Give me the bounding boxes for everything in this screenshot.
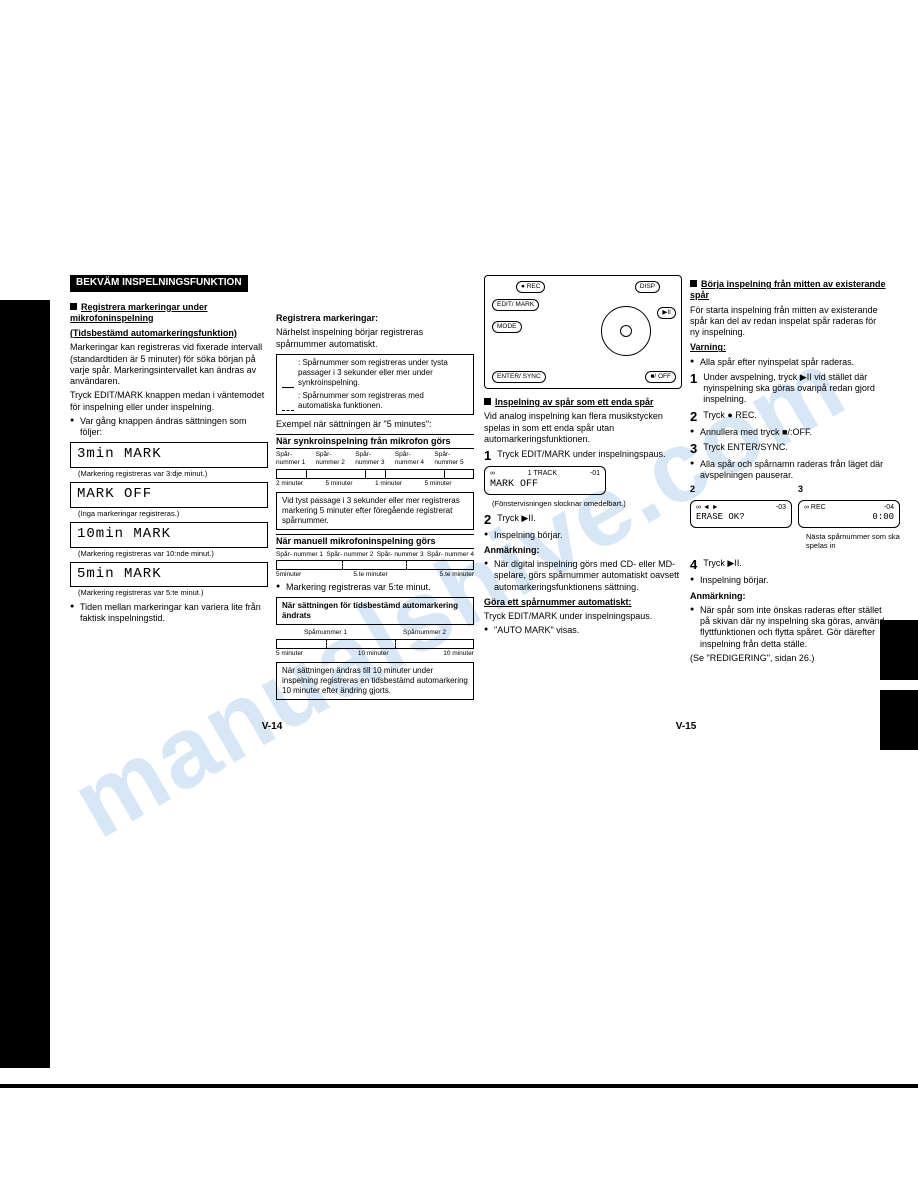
step-number: 2 (690, 410, 697, 423)
heading: Inspelning av spår som ett enda spår (484, 397, 682, 408)
bullet-text: Var gång knappen ändras sättningen som f… (70, 416, 268, 439)
bullet-text: "AUTO MARK" visas. (484, 625, 682, 636)
play-button-label: ▶II (657, 307, 676, 319)
bullet-text: Inspelning börjar. (690, 575, 888, 586)
step: 2 Tryck ● REC. (690, 410, 888, 423)
step-number: 2 (484, 513, 491, 526)
diagram-header: När synkroinspelning från mikrofon görs (276, 434, 474, 449)
lcd-label: 3 (798, 484, 900, 495)
track-labels: Spår- nummer 1Spår- nummer 2 Spår- numme… (276, 551, 474, 559)
heading: Registrera markeringar: (276, 313, 474, 324)
body-text: Vid analog inspelning kan flera musiksty… (484, 411, 682, 445)
caption: (Markering registreras var 3:dje minut.) (78, 469, 268, 478)
mark-display: 3min MARK (70, 442, 268, 468)
body-text: Markeringar kan registreras vid fixerade… (70, 342, 268, 387)
caption: (Markering registreras var 10:nde minut.… (78, 549, 268, 558)
mark-cycle: 3min MARK (Markering registreras var 3:d… (70, 442, 268, 598)
left-col-b: Registrera markeringar: Närhelst inspeln… (276, 275, 474, 704)
section-banner: BEKVÄM INSPELNINGSFUNKTION (70, 275, 248, 292)
warning-heading: Varning: (690, 342, 888, 353)
note-box: Vid tyst passage i 3 sekunder eller mer … (276, 492, 474, 530)
warning-text: Alla spår efter nyinspelat spår raderas. (690, 357, 888, 368)
step: 1 Under avspelning, tryck ▶II vid ställe… (690, 372, 888, 406)
page-number: V-15 (676, 721, 697, 734)
body-text: Exempel när sättningen är "5 minutes": (276, 419, 474, 430)
step-text: Tryck ENTER/SYNC. (703, 442, 788, 455)
bullet-text: Markering registreras var 5:te minut. (276, 582, 474, 593)
lcd-pair: 2 ∞ ◄ ►-03 ERASE OK? 3 ∞ REC-04 0:00 Näs… (690, 484, 888, 554)
lcd-label: 2 (690, 484, 792, 495)
lcd-display: ∞1 TRACK-01 MARK OFF (484, 466, 606, 495)
track-labels: Spårnummer 1Spårnummer 2 (276, 629, 474, 637)
enter-button-label: ENTER/ SYNC (492, 371, 546, 383)
lcd-display: ∞ REC-04 0:00 (798, 500, 900, 528)
lcd-display: ∞ ◄ ►-03 ERASE OK? (690, 500, 792, 528)
caption: (Fönstervisningen slocknar omedelbart.) (492, 499, 682, 508)
caption: (Markering registreras var 5:te minut.) (78, 588, 268, 597)
caption: (Inga markeringar registreras.) (78, 509, 268, 518)
step-number: 3 (690, 442, 697, 455)
page-right: V-15 ● REC EDIT/ MARK MODE ENTER/ SYNC D… (484, 275, 888, 734)
page-number: V-14 (262, 721, 283, 734)
mark-display: 10min MARK (70, 522, 268, 548)
page-spread: V-14 BEKVÄM INSPELNINGSFUNKTION Registre… (70, 275, 888, 734)
heading: Börja inspelning från mitten av existera… (690, 279, 888, 302)
body-text: För starta inspelning från mitten av exi… (690, 305, 888, 339)
bullet-text: Alla spår och spårnamn raderas från läge… (690, 459, 888, 482)
note-text: När digital inspelning görs med CD- elle… (484, 559, 682, 593)
step-text: Tryck ▶II. (497, 513, 536, 526)
note-text: (Se "REDIGERING", sidan 26.) (690, 653, 888, 664)
note-box: När sättningen ändras till 10 minuter un… (276, 662, 474, 700)
body-text: Tryck EDIT/MARK knappen medan i väntemod… (70, 390, 268, 413)
left-col-a: BEKVÄM INSPELNINGSFUNKTION Registrera ma… (70, 275, 268, 704)
timeline (276, 639, 474, 649)
step-text: Under avspelning, tryck ▶II vid stället … (703, 372, 888, 406)
mode-button-label: MODE (492, 321, 522, 333)
caption: Nästa spårnummer som ska spelas in (806, 532, 900, 551)
disc-icon (601, 306, 651, 356)
step: 4 Tryck ▶II. (690, 558, 888, 571)
diagram-header: När manuell mikrofoninspelning görs (276, 534, 474, 549)
subheading: (Tidsbestämd automarkeringsfunktion) (70, 328, 268, 339)
step-text: Tryck ▶II. (703, 558, 742, 571)
page-left: V-14 BEKVÄM INSPELNINGSFUNKTION Registre… (70, 275, 474, 734)
bullet-text: Annullera med tryck ■/:OFF. (690, 427, 888, 438)
timeline (276, 469, 474, 479)
heading: Göra ett spårnummer automatiskt: (484, 597, 682, 608)
mark-display: MARK OFF (70, 482, 268, 508)
step-number: 1 (690, 372, 697, 406)
stop-button-label: ■/ OFF (645, 371, 676, 383)
step: 3 Tryck ENTER/SYNC. (690, 442, 888, 455)
bullet-text: Tiden mellan markeringar kan variera lit… (70, 602, 268, 625)
heading: Registrera markeringar under mikrofonins… (70, 302, 268, 325)
bullet-text: Inspelning börjar. (484, 530, 682, 541)
rec-button-label: ● REC (516, 281, 545, 293)
timeline (276, 560, 474, 570)
body-text: Närhelst inspelning börjar registreras s… (276, 327, 474, 350)
step: 2 Tryck ▶II. (484, 513, 682, 526)
time-labels: 2 minuter5 minuter 1 minuter5 minuter (276, 480, 474, 488)
step: 1 Tryck EDIT/MARK under inspelningspaus. (484, 449, 682, 462)
scan-edge (0, 1084, 918, 1088)
step-text: Tryck ● REC. (703, 410, 757, 423)
right-col-a: ● REC EDIT/ MARK MODE ENTER/ SYNC DISP ▶… (484, 275, 682, 704)
time-labels: 5minuter5.te minuter 5.te minuter (276, 571, 474, 579)
diagram-header: När sättningen för tidsbestämd automarke… (276, 597, 474, 625)
mark-display: 5min MARK (70, 562, 268, 588)
legend-box: : Spårnummer som registreras under tysta… (276, 354, 474, 415)
disp-button-label: DISP (635, 281, 660, 293)
time-labels: 5 minuter10 minuter 10 minuter (276, 650, 474, 658)
step-text: Tryck EDIT/MARK under inspelningspaus. (497, 449, 665, 462)
edit-button-label: EDIT/ MARK (492, 299, 539, 311)
scan-edge (0, 300, 50, 1068)
note-heading: Anmärkning: (690, 591, 888, 602)
track-labels: Spår- nummer 1Spår- nummer 2 Spår- numme… (276, 451, 474, 467)
step-number: 1 (484, 449, 491, 462)
step-number: 4 (690, 558, 697, 571)
body-text: Tryck EDIT/MARK under inspelningspaus. (484, 611, 682, 622)
note-text: När spår som inte önskas raderas efter s… (690, 605, 888, 650)
right-col-b: Börja inspelning från mitten av existera… (690, 275, 888, 704)
device-diagram: ● REC EDIT/ MARK MODE ENTER/ SYNC DISP ▶… (484, 275, 682, 389)
note-heading: Anmärkning: (484, 545, 682, 556)
